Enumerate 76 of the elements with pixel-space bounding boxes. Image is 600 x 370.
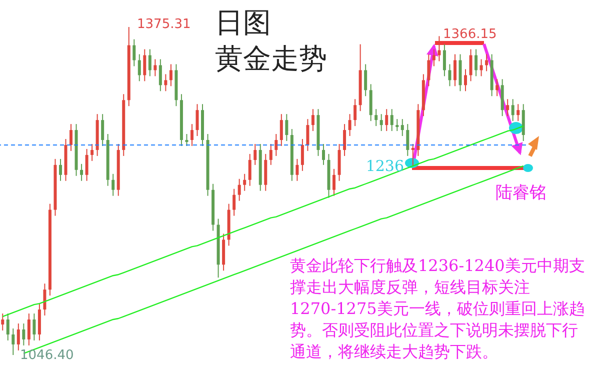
candlestick — [158, 58, 162, 92]
candlestick — [143, 48, 146, 82]
candlestick — [1, 313, 4, 331]
candlestick — [322, 143, 325, 166]
candlestick — [112, 173, 115, 196]
candlestick — [516, 104, 520, 122]
candlestick — [254, 143, 257, 166]
candlestick — [453, 54, 456, 87]
annotation: 1375.31 — [137, 17, 191, 32]
candlestick — [70, 124, 73, 152]
candlestick — [248, 153, 252, 186]
candlestick — [442, 44, 446, 77]
candlestick — [12, 328, 15, 356]
candlestick — [364, 64, 368, 97]
candlestick — [16, 322, 20, 351]
annotation: 1236 — [366, 157, 404, 175]
candlestick — [285, 114, 288, 142]
candlestick — [390, 108, 394, 132]
candlestick — [396, 118, 399, 132]
candlestick — [380, 114, 383, 132]
candlestick — [169, 64, 172, 87]
candlestick — [348, 114, 352, 137]
candlestick — [154, 58, 157, 77]
candlestick — [411, 143, 414, 166]
candlestick — [474, 48, 478, 77]
candlestick — [432, 48, 436, 67]
annotation: 1046.40 — [20, 348, 74, 363]
candlestick — [22, 322, 26, 346]
annotation: 陆睿铭 — [496, 183, 546, 203]
candlestick — [80, 163, 84, 182]
candlestick — [32, 313, 36, 341]
candlestick — [354, 98, 357, 127]
text: 黄金走势 — [215, 42, 327, 75]
candlestick — [496, 78, 499, 97]
candlestick — [274, 134, 278, 156]
candlestick — [90, 143, 94, 162]
candlestick — [427, 54, 430, 87]
candlestick — [485, 54, 488, 72]
candlestick — [6, 313, 10, 341]
candlestick — [332, 168, 336, 196]
candlestick — [243, 173, 246, 192]
candlestick — [469, 48, 472, 82]
candlestick — [148, 48, 152, 77]
candlestick — [196, 104, 199, 137]
candlestick — [232, 188, 236, 216]
candlestick — [296, 158, 299, 182]
candlestick — [448, 64, 452, 87]
candlestick — [511, 98, 514, 122]
annotation: 黄金此轮下行触及1236-1240美元中期支撑走出大幅度反弹，短线目标关注1270-1275美元一线，破位则重回上涨趋势。否则受阻此位置之下说明未摆脱下行通道，将继续走大趋势下跌。 — [290, 256, 585, 361]
candlestick — [311, 108, 314, 132]
candlestick — [43, 283, 46, 316]
candlestick — [185, 134, 188, 146]
candlestick — [280, 114, 283, 146]
candlestick — [238, 178, 241, 202]
candlestick — [27, 313, 30, 346]
candlestick — [400, 118, 404, 137]
candlestick — [306, 118, 310, 152]
candlestick — [385, 108, 388, 132]
candlestick — [464, 68, 468, 92]
candlestick — [269, 143, 272, 166]
candlestick — [506, 98, 510, 117]
candlestick — [132, 38, 136, 67]
candlestick — [58, 158, 62, 182]
candlestick — [374, 108, 378, 127]
candlestick — [438, 36, 441, 62]
candlestick — [480, 58, 483, 77]
candlestick — [164, 74, 168, 92]
candlestick — [85, 148, 88, 182]
candlestick — [300, 138, 304, 172]
annotation: 1366.15 — [443, 27, 497, 42]
candlestick — [138, 54, 141, 82]
chart-title: 日图 — [215, 6, 271, 39]
candlestick — [190, 124, 194, 146]
candlestick — [406, 124, 410, 156]
candlestick — [101, 114, 104, 146]
candlestick — [343, 124, 346, 156]
